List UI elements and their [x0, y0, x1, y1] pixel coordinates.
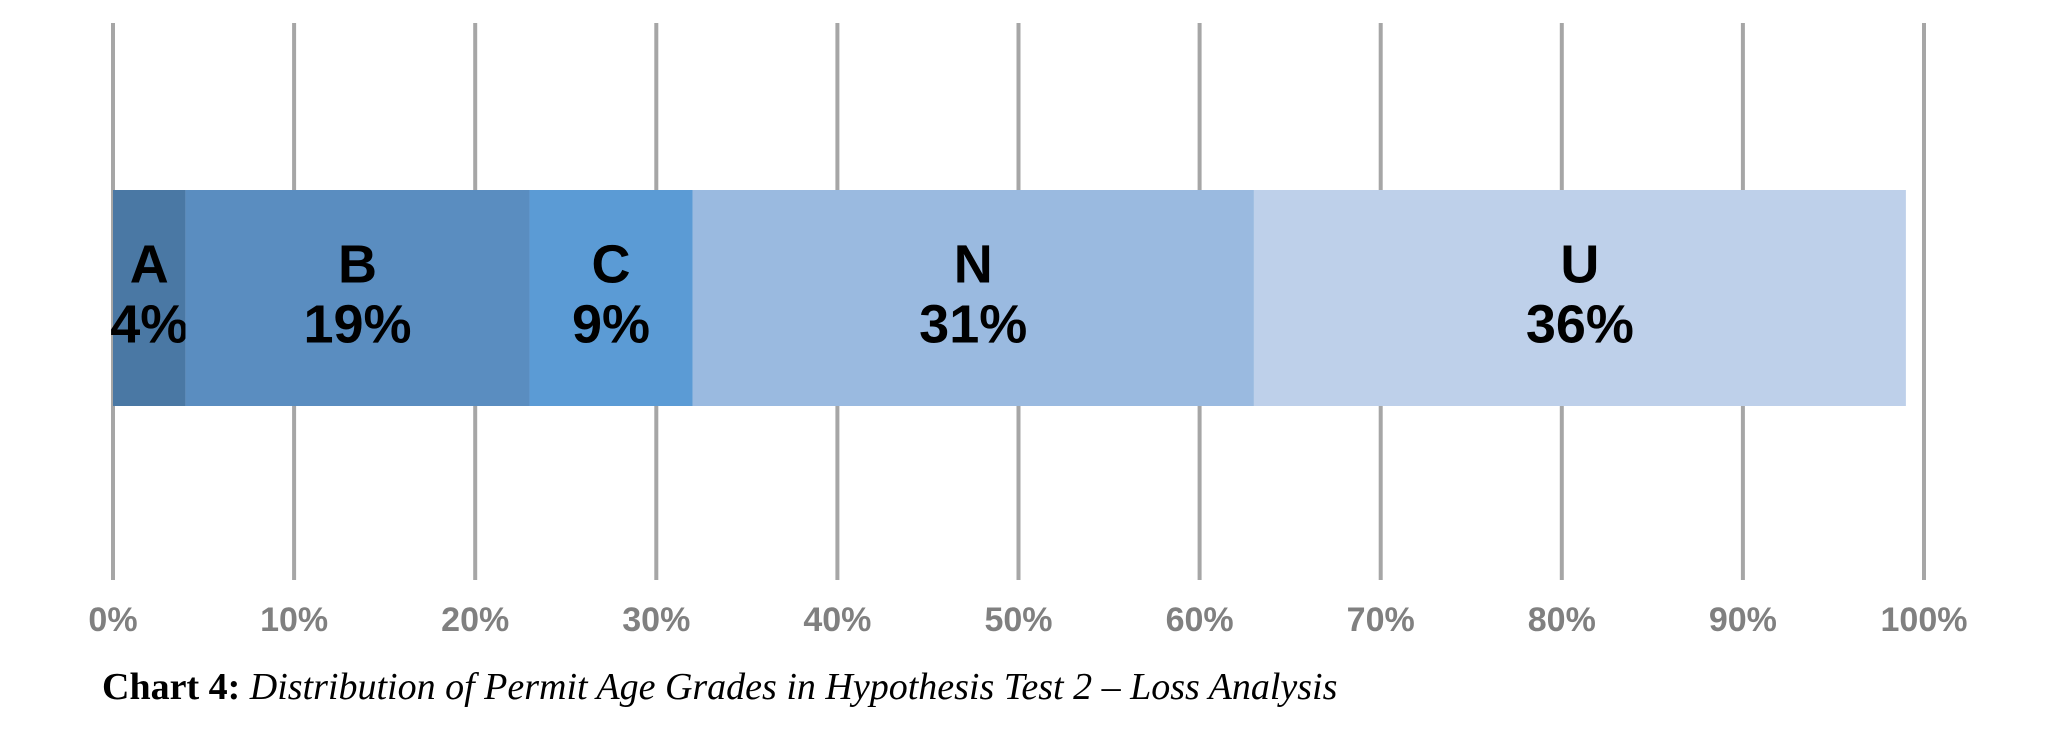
x-tick-label: 10% — [260, 601, 328, 639]
x-tick-label: 60% — [1166, 601, 1234, 639]
data-label: 4% — [110, 294, 188, 354]
segment-name: B — [338, 234, 377, 294]
x-tick-label: 80% — [1528, 601, 1596, 639]
segment-name: N — [954, 234, 993, 294]
segment-name: C — [592, 234, 631, 294]
bar-segment — [692, 190, 1254, 406]
bar-segment — [529, 190, 693, 406]
x-tick-label: 100% — [1881, 601, 1968, 639]
data-label: 19% — [303, 294, 411, 354]
data-label: 36% — [1526, 294, 1634, 354]
x-tick-label: 30% — [622, 601, 690, 639]
segment-name: A — [130, 234, 169, 294]
data-label: 31% — [919, 294, 1027, 354]
caption-label: Chart 4: — [102, 666, 240, 708]
x-tick-label: 90% — [1709, 601, 1777, 639]
x-tick-label: 70% — [1347, 601, 1415, 639]
x-tick-label: 40% — [803, 601, 871, 639]
bar-segment — [185, 190, 530, 406]
bar-segment — [113, 190, 186, 406]
caption: Chart 4: Distribution of Permit Age Grad… — [102, 666, 1337, 708]
caption-text: Distribution of Permit Age Grades in Hyp… — [249, 666, 1338, 708]
data-label: 9% — [572, 294, 650, 354]
x-tick-label: 0% — [88, 601, 137, 639]
x-tick-label: 20% — [441, 601, 509, 639]
x-tick-label: 50% — [984, 601, 1052, 639]
bar-segment — [1253, 190, 1906, 406]
segment-name: U — [1560, 234, 1599, 294]
